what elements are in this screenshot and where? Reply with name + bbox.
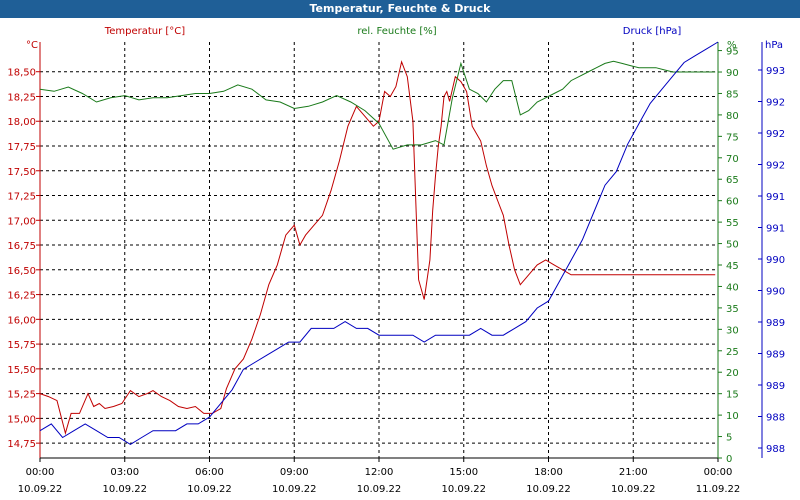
right-tick-label: 990 (766, 287, 785, 298)
chart-canvas: Temperatur [°C] rel. Feuchte [%] Druck [… (0, 18, 800, 500)
left-tick-label: 15,00 (7, 414, 36, 425)
x-tick-label-time: 12:00 (365, 467, 394, 478)
middle-tick-label: 45 (726, 261, 739, 272)
right-tick-label: 991 (766, 224, 785, 235)
x-tick-label-date: 10.09.22 (187, 484, 232, 495)
middle-tick-label: 70 (726, 154, 739, 165)
series-group (39, 41, 719, 445)
middle-tick-label: 35 (726, 304, 739, 315)
middle-tick-label: 55 (726, 218, 739, 229)
right-tick-label: 988 (766, 413, 785, 424)
x-tick-label-time: 06:00 (195, 467, 224, 478)
right-tick-label: 991 (766, 192, 785, 203)
right-tick-label: 989 (766, 350, 785, 361)
left-axis-unit: °C (26, 40, 38, 51)
right-tick-label: 992 (766, 98, 785, 109)
middle-tick-label: 60 (726, 197, 739, 208)
chart-background (0, 18, 800, 500)
middle-tick-label: 75 (726, 132, 739, 143)
x-tick-label-time: 15:00 (449, 467, 478, 478)
x-tick-label-date: 10.09.22 (441, 484, 486, 495)
x-tick-label-time: 09:00 (280, 467, 309, 478)
left-tick-label: 18,00 (7, 117, 36, 128)
left-tick-label: 17,25 (7, 192, 36, 203)
x-tick-label-date: 10.09.22 (526, 484, 571, 495)
middle-tick-label: 50 (726, 240, 739, 251)
pressure-line (39, 41, 719, 445)
tick-labels: 00:00 10.09.22 03:00 10.09.22 06:00 10.09.22 0… (7, 47, 785, 495)
x-tick-label-time: 00:00 (26, 467, 55, 478)
middle-tick-label: 65 (726, 175, 739, 186)
right-tick-label: 988 (766, 444, 785, 455)
right-tick-label: 992 (766, 161, 785, 172)
humidity-line (39, 60, 716, 150)
middle-tick-label: 95 (726, 47, 739, 58)
x-tick-label-time: 00:00 (704, 467, 733, 478)
legend-humidity: rel. Feuchte [%] (357, 26, 436, 37)
right-tick-label: 993 (766, 66, 785, 77)
axes (36, 42, 763, 462)
left-tick-label: 15,75 (7, 340, 36, 351)
middle-tick-label: 85 (726, 89, 739, 100)
right-tick-label: 989 (766, 318, 785, 329)
middle-tick-label: 25 (726, 347, 739, 358)
x-tick-label-date: 10.09.22 (102, 484, 147, 495)
left-tick-label: 14,75 (7, 439, 36, 450)
x-tick-label-time: 18:00 (534, 467, 563, 478)
middle-tick-label: 5 (726, 433, 732, 444)
left-tick-label: 18,50 (7, 68, 36, 79)
x-tick-label-time: 03:00 (110, 467, 139, 478)
right-tick-label: 989 (766, 381, 785, 392)
left-tick-label: 17,75 (7, 142, 36, 153)
middle-tick-label: 80 (726, 111, 739, 122)
legend-temperature: Temperatur [°C] (104, 26, 185, 37)
grid (39, 42, 719, 458)
right-axis-unit: hPa (765, 40, 783, 51)
left-tick-label: 18,25 (7, 92, 36, 103)
x-tick-label-date: 10.09.22 (611, 484, 656, 495)
middle-tick-label: 90 (726, 68, 739, 79)
x-tick-label-date: 10.09.22 (272, 484, 317, 495)
middle-tick-label: 10 (726, 411, 739, 422)
left-tick-label: 16,00 (7, 315, 36, 326)
left-tick-label: 15,50 (7, 365, 36, 376)
chart-title: Temperatur, Feuchte & Druck (0, 0, 800, 18)
middle-tick-label: 0 (726, 454, 732, 465)
middle-tick-label: 20 (726, 368, 739, 379)
left-tick-label: 16,25 (7, 291, 36, 302)
x-tick-label-time: 21:00 (619, 467, 648, 478)
middle-axis-unit: % (727, 40, 737, 51)
right-tick-label: 992 (766, 129, 785, 140)
middle-tick-label: 40 (726, 282, 739, 293)
x-tick-label-date: 10.09.22 (357, 484, 402, 495)
middle-tick-label: 15 (726, 390, 739, 401)
x-tick-label-date: 11.09.22 (696, 484, 741, 495)
left-tick-label: 16,75 (7, 241, 36, 252)
legend-pressure: Druck [hPa] (623, 26, 682, 37)
x-tick-label-date: 10.09.22 (18, 484, 63, 495)
left-tick-label: 15,25 (7, 390, 36, 401)
right-tick-label: 990 (766, 255, 785, 266)
left-tick-label: 17,50 (7, 167, 36, 178)
left-tick-label: 17,00 (7, 216, 36, 227)
left-tick-label: 16,50 (7, 266, 36, 277)
middle-tick-label: 30 (726, 325, 739, 336)
temperature-line (39, 60, 716, 436)
